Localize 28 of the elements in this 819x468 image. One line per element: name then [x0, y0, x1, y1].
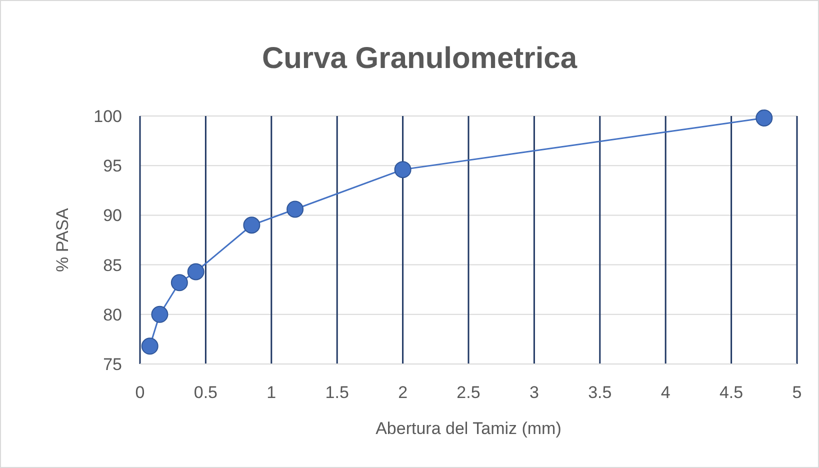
point — [170, 274, 188, 292]
y-tick-label: 100 — [94, 107, 122, 126]
point — [756, 109, 773, 126]
y-tick-label: 85 — [103, 256, 122, 275]
point — [141, 338, 158, 355]
x-tick-label: 2 — [398, 383, 408, 402]
y-tick-label: 80 — [103, 305, 122, 324]
point — [394, 161, 412, 178]
y-tick-label: 95 — [103, 156, 122, 176]
chart-title: Curva Granulometrica — [262, 42, 578, 75]
point — [187, 263, 204, 280]
y-tick-label: 90 — [103, 206, 122, 226]
x-tick-label: 0.5 — [194, 383, 218, 402]
point — [151, 306, 168, 323]
x-tick-label: 3.5 — [588, 383, 612, 402]
x-tick-label: 3 — [529, 383, 539, 402]
x-tick-label: 4 — [660, 383, 670, 402]
x-axis-title: Abertura del Tamiz (mm) — [376, 419, 562, 438]
point — [286, 200, 304, 218]
x-tick-label: 4.5 — [719, 383, 744, 402]
x-tick-label: 1 — [266, 383, 276, 402]
x-tick-label: 5 — [792, 383, 802, 402]
y-tick-label: 75 — [103, 355, 122, 374]
x-tick-label: 2.5 — [456, 383, 480, 402]
x-tick-label: 0 — [135, 383, 145, 402]
y-axis-title: % PASA — [53, 207, 72, 272]
point — [243, 216, 260, 234]
x-tick-label: 1.5 — [325, 383, 349, 402]
